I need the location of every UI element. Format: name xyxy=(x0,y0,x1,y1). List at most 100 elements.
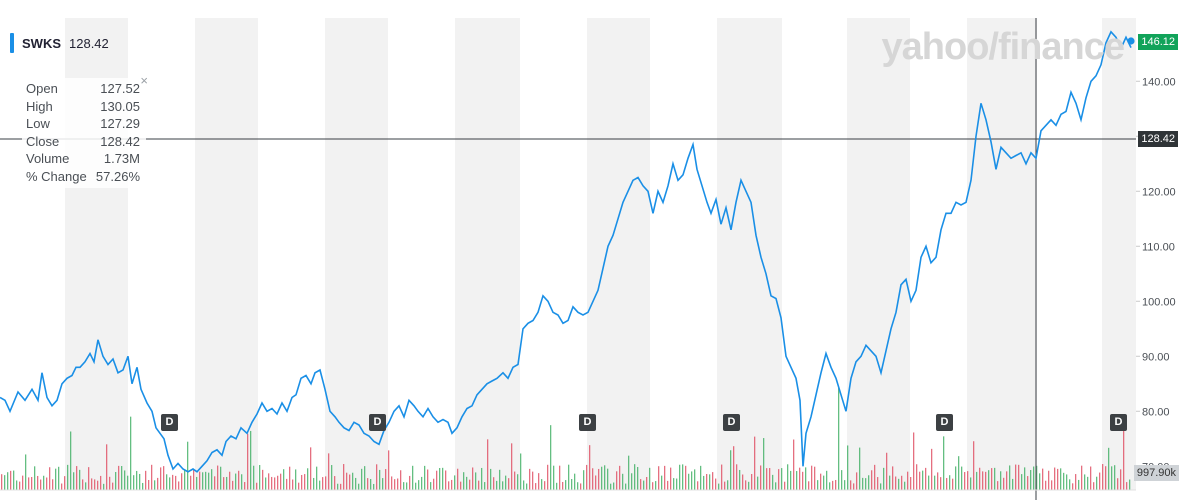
volume-bar xyxy=(613,482,615,490)
volume-bar xyxy=(394,479,396,490)
volume-bar xyxy=(886,452,888,490)
volume-bar xyxy=(1045,480,1047,490)
volume-bar xyxy=(988,470,990,490)
session-band xyxy=(967,18,1037,490)
volume-bar xyxy=(436,470,438,490)
volume-bar xyxy=(841,470,843,490)
volume-bar xyxy=(829,482,831,490)
volume-bar xyxy=(1021,474,1023,490)
volume-bar xyxy=(1036,465,1038,490)
close-icon[interactable]: × xyxy=(140,73,148,88)
volume-bar xyxy=(832,480,834,490)
dividend-marker[interactable]: D xyxy=(369,414,386,431)
volume-bar xyxy=(754,436,756,490)
volume-bar xyxy=(373,483,375,490)
volume-bar xyxy=(802,471,804,490)
volume-bar xyxy=(202,472,204,490)
volume-bar xyxy=(694,469,696,490)
volume-bar xyxy=(382,478,384,490)
volume-bar xyxy=(244,482,246,490)
volume-bar xyxy=(301,474,303,490)
ticker-header[interactable]: SWKS 128.42 xyxy=(10,33,109,53)
volume-bar xyxy=(172,474,174,490)
volume-bar xyxy=(559,465,561,490)
volume-bar xyxy=(139,473,141,490)
volume-bar xyxy=(601,466,603,490)
volume-bar xyxy=(463,472,465,490)
volume-bar xyxy=(445,470,447,490)
volume-bar xyxy=(265,477,267,490)
volume-bar xyxy=(352,472,354,490)
volume-bar xyxy=(1123,430,1125,490)
volume-bar xyxy=(34,466,36,490)
volume-bar xyxy=(145,470,147,490)
volume-bar xyxy=(946,477,948,490)
volume-bar xyxy=(853,483,855,490)
volume-bar xyxy=(127,475,129,490)
session-band xyxy=(195,18,258,490)
volume-bar xyxy=(94,479,96,490)
volume-bar xyxy=(574,473,576,490)
volume-bar xyxy=(289,466,291,490)
volume-bar xyxy=(1051,480,1053,490)
y-tick-label: 90.00 xyxy=(1142,351,1170,363)
volume-bar xyxy=(208,472,210,490)
ohlc-row-change: % Change 57.26% xyxy=(26,168,146,186)
volume-bar xyxy=(1000,471,1002,490)
ohlc-label: Open xyxy=(26,81,58,96)
volume-bar xyxy=(994,467,996,490)
volume-bar xyxy=(130,416,132,490)
ohlc-label: Volume xyxy=(26,151,70,167)
volume-bar xyxy=(733,446,735,490)
dividend-marker[interactable]: D xyxy=(579,414,596,431)
volume-bar xyxy=(799,467,801,490)
volume-bar xyxy=(1078,479,1080,490)
volume-bar xyxy=(1096,476,1098,490)
volume-bar xyxy=(1120,469,1122,490)
volume-bar xyxy=(388,450,390,490)
volume-bar xyxy=(112,482,114,490)
volume-bar xyxy=(115,471,117,490)
ohlc-row-volume: Volume 1.73M xyxy=(26,150,146,168)
last-price-label: 146.12 xyxy=(1138,34,1178,50)
volume-bar xyxy=(1126,482,1128,490)
volume-bar xyxy=(724,481,726,490)
volume-bar xyxy=(784,481,786,490)
yahoo-finance-watermark: yahoo/finance xyxy=(881,26,1125,68)
volume-bar xyxy=(715,478,717,490)
volume-bar xyxy=(805,467,807,490)
ohlc-value: 127.29 xyxy=(100,116,140,132)
volume-bar xyxy=(256,482,258,490)
dividend-marker[interactable]: D xyxy=(936,414,953,431)
volume-bar xyxy=(976,471,978,490)
volume-bar xyxy=(937,472,939,490)
volume-bar xyxy=(580,483,582,490)
volume-bar xyxy=(628,455,630,490)
volume-bar xyxy=(1018,464,1020,490)
volume-bar xyxy=(160,467,162,490)
volume-bar xyxy=(190,475,192,490)
dividend-marker[interactable]: D xyxy=(1110,414,1127,431)
volume-bar xyxy=(142,482,144,490)
dividend-marker[interactable]: D xyxy=(723,414,740,431)
volume-bar xyxy=(562,481,564,490)
ticker-price: 128.42 xyxy=(69,35,109,51)
volume-bar xyxy=(133,475,135,490)
volume-bar xyxy=(442,467,444,490)
volume-bar xyxy=(766,468,768,490)
volume-bar xyxy=(283,469,285,490)
volume-bar xyxy=(106,444,108,490)
volume-bar xyxy=(70,431,72,490)
volume-bar xyxy=(328,453,330,490)
volume-bar xyxy=(349,474,351,490)
volume-bar xyxy=(919,471,921,490)
volume-bar xyxy=(166,474,168,490)
volume-bar xyxy=(505,475,507,490)
volume-bar xyxy=(769,468,771,490)
volume-bar xyxy=(610,483,612,490)
ohlc-label: Low xyxy=(26,116,50,132)
dividend-marker[interactable]: D xyxy=(161,414,178,431)
volume-bar xyxy=(403,482,405,490)
volume-bar xyxy=(511,443,513,490)
